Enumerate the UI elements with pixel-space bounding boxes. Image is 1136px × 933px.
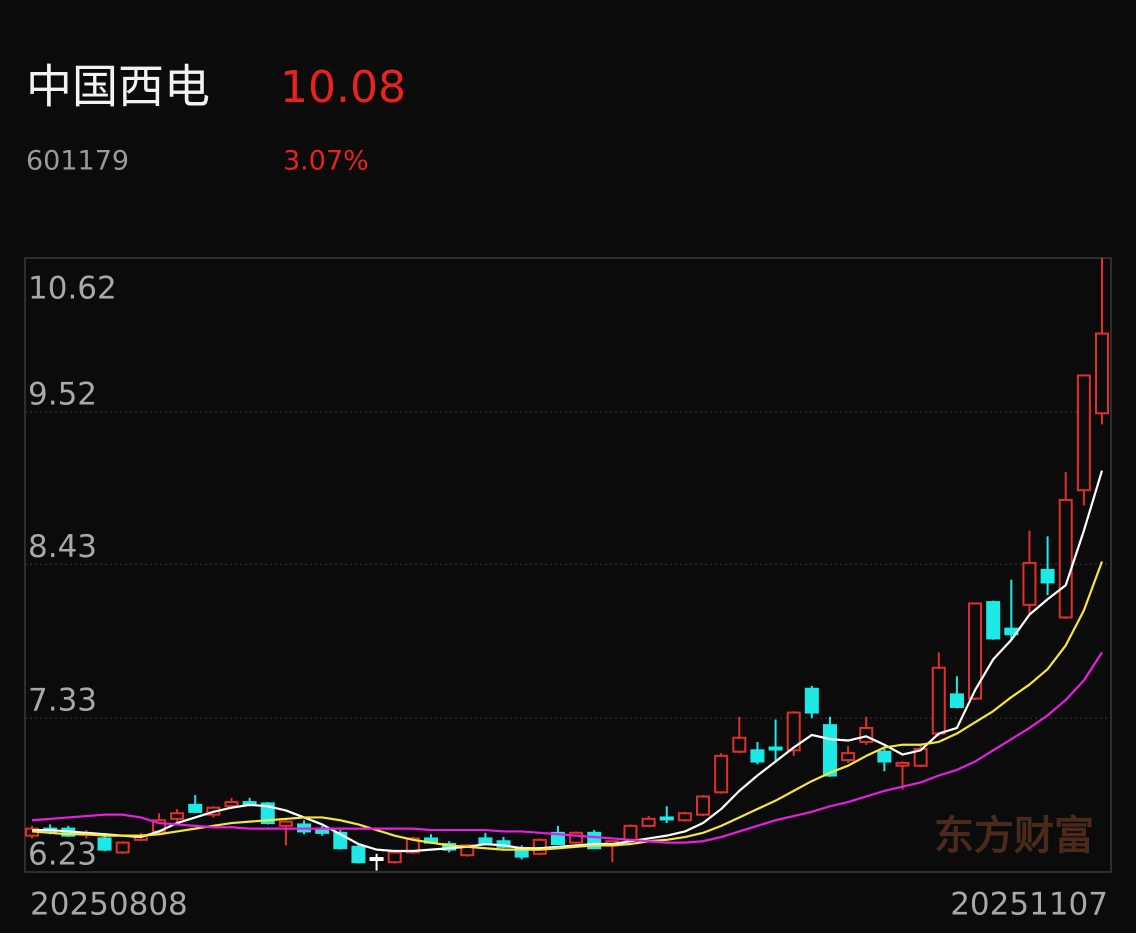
candle-body [968, 602, 983, 700]
candle-body [550, 831, 565, 846]
candle-body [732, 736, 747, 753]
candle-body [224, 801, 239, 808]
moving-average-line [32, 470, 1104, 853]
candle-body [895, 761, 910, 767]
candle-body [822, 724, 837, 777]
candle-body [804, 687, 819, 714]
candle-body [460, 844, 475, 857]
stock-name: 中国西电 [26, 60, 210, 114]
candle-body [1040, 568, 1055, 584]
candle-body [859, 726, 874, 743]
candle-body [931, 666, 946, 735]
candle-body [623, 824, 638, 841]
candle-body [387, 851, 402, 864]
plot-frame [24, 257, 1112, 873]
candle-body [841, 752, 856, 762]
y-tick-label: 10.62 [28, 271, 117, 307]
candle-body [641, 817, 656, 827]
candle-body [278, 820, 293, 827]
candle-body [188, 803, 203, 813]
candle-body [369, 857, 384, 862]
candle-body [1095, 332, 1109, 415]
x-tick-label: 20250808 [30, 887, 188, 923]
moving-average-line [31, 651, 1103, 844]
y-tick-label: 7.33 [28, 683, 97, 719]
candle-body [986, 601, 1001, 640]
price-change: 3.07% [283, 146, 369, 177]
stock-code: 601179 [26, 146, 129, 177]
y-tick-label: 8.43 [28, 529, 97, 565]
candle-body [115, 841, 130, 854]
candle-body [786, 711, 801, 752]
candle-body [768, 746, 783, 751]
candle-body [877, 750, 892, 763]
y-tick-label: 9.52 [28, 376, 97, 412]
candle-body [949, 693, 964, 708]
candle-body [714, 754, 729, 794]
stock-price: 10.08 [280, 62, 406, 113]
watermark: 东方财富 [934, 813, 1094, 859]
candle-body [351, 845, 366, 864]
candle-body [315, 829, 330, 834]
y-tick-label: 6.23 [28, 837, 97, 873]
candle-body [659, 816, 674, 821]
candle-body [97, 837, 112, 851]
candle-body [1058, 498, 1073, 619]
x-tick-label: 20251107 [950, 887, 1108, 923]
candle-body [242, 801, 257, 806]
candle-body [569, 831, 584, 844]
candle-body [677, 812, 692, 822]
candle-body [1076, 374, 1091, 492]
plot: 10.62 9.52 8.43 7.33 6.23 20250808 20251107 [25, 257, 1111, 923]
candle-body [405, 837, 420, 854]
candle-body [750, 749, 765, 763]
candle-body [696, 795, 711, 816]
candle-body [260, 802, 275, 825]
candle-body [1022, 561, 1037, 606]
candle-body [170, 812, 185, 820]
